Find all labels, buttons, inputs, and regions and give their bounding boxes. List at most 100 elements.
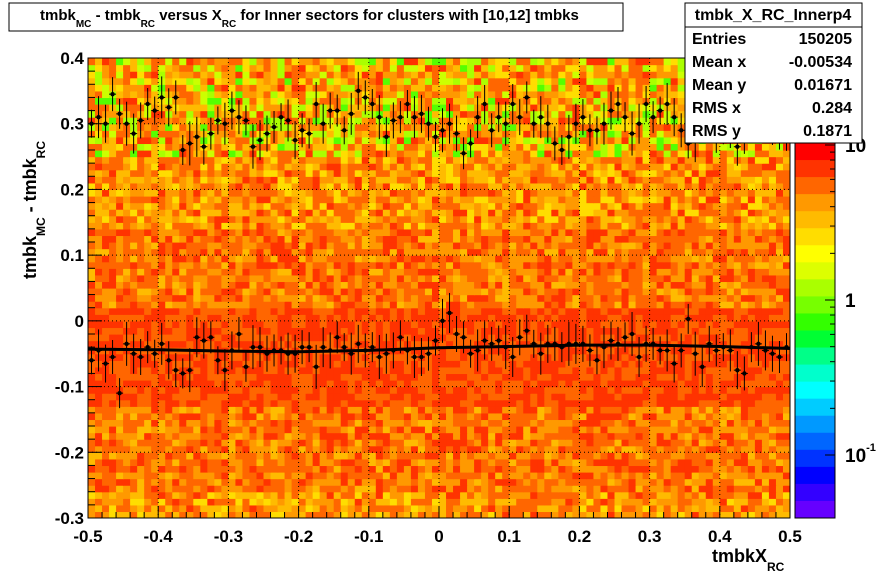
heatmap-cell [712, 445, 721, 453]
heatmap-cell [221, 202, 229, 210]
heatmap-cell [586, 386, 595, 394]
heatmap-cell [495, 320, 503, 329]
heatmap-cell [754, 373, 763, 381]
heatmap-cell [649, 242, 658, 250]
heatmap-cell [312, 340, 321, 348]
heatmap-cell [628, 426, 637, 434]
heatmap-cell [453, 478, 461, 486]
heatmap-cell [207, 196, 215, 204]
heatmap-cell [291, 268, 300, 276]
heatmap-cell [270, 189, 279, 197]
heatmap-cell [719, 209, 728, 217]
heatmap-cell [326, 255, 335, 263]
heatmap-cell [705, 215, 714, 223]
heatmap-cell [453, 465, 461, 473]
heatmap-cell [396, 491, 405, 499]
heatmap-cell [270, 314, 279, 322]
heatmap-cell [656, 301, 665, 309]
heatmap-cell [698, 478, 707, 486]
heatmap-cell [179, 334, 187, 342]
heatmap-cell [207, 366, 215, 375]
heatmap-cell [502, 307, 510, 315]
heatmap-cell [705, 294, 714, 302]
heatmap-cell [488, 196, 496, 204]
heatmap-cell [333, 478, 342, 486]
heatmap-cell [628, 439, 637, 447]
heatmap-cell [333, 373, 342, 381]
heatmap-cell [130, 189, 138, 197]
heatmap-cell [747, 360, 756, 368]
heatmap-cell [782, 439, 790, 447]
heatmap-cell [277, 419, 286, 427]
heatmap-cell [256, 235, 265, 243]
heatmap-cell [740, 202, 749, 210]
heatmap-cell [586, 426, 595, 434]
heatmap-cell [614, 281, 623, 289]
heatmap-cell [137, 406, 145, 414]
heatmap-cell [130, 465, 138, 473]
heatmap-cell [712, 373, 721, 381]
heatmap-cell [165, 472, 173, 480]
heatmap-cell [228, 301, 237, 309]
heatmap-cell [123, 235, 131, 243]
heatmap-cell [200, 196, 208, 204]
heatmap-cell [565, 314, 573, 322]
heatmap-cell [635, 248, 644, 256]
heatmap-cell [312, 255, 321, 263]
heatmap-cell [705, 235, 714, 243]
heatmap-cell [319, 235, 328, 243]
heatmap-cell [130, 498, 138, 506]
heatmap-cell [284, 314, 293, 322]
heatmap-cell [481, 419, 489, 427]
heatmap-cell [600, 215, 609, 223]
heatmap-cell [368, 439, 377, 447]
heatmap-cell [474, 386, 482, 394]
heatmap-cell [235, 406, 244, 414]
heatmap-cell [761, 478, 770, 486]
heatmap-cell [523, 209, 531, 217]
heatmap-cell [768, 215, 777, 223]
heatmap-cell [684, 445, 693, 453]
heatmap-cell [95, 452, 103, 460]
heatmap-cell [593, 406, 602, 414]
heatmap-cell [298, 504, 307, 513]
heatmap-cell [347, 314, 356, 322]
heatmap-cell [775, 445, 784, 453]
heatmap-cell [747, 294, 756, 302]
heatmap-cell [333, 314, 342, 322]
heatmap-cell [600, 248, 609, 256]
heatmap-cell [431, 294, 440, 302]
heatmap-cell [544, 202, 552, 210]
heatmap-cell [116, 307, 124, 315]
heatmap-cell [151, 386, 159, 394]
heatmap-cell [495, 419, 503, 427]
heatmap-cell [326, 268, 335, 276]
heatmap-cell [242, 242, 251, 250]
heatmap-cell [354, 485, 363, 493]
heatmap-cell [88, 498, 96, 506]
heatmap-cell [116, 419, 124, 427]
heatmap-cell [228, 209, 237, 217]
heatmap-cell [649, 307, 658, 315]
heatmap-cell [123, 511, 131, 518]
heatmap-cell [565, 222, 573, 230]
heatmap-cell [389, 314, 398, 322]
heatmap-cell [677, 209, 686, 217]
heatmap-cell [333, 353, 342, 361]
heatmap-cell [656, 196, 665, 204]
heatmap-cell [256, 274, 265, 283]
heatmap-cell [361, 228, 370, 237]
heatmap-cell [712, 498, 721, 506]
heatmap-cell [263, 478, 272, 486]
heatmap-cell [502, 432, 510, 440]
heatmap-cell [614, 380, 623, 388]
heatmap-cell [761, 307, 770, 315]
heatmap-cell [453, 288, 461, 296]
heatmap-cell [417, 314, 426, 322]
heatmap-cell [516, 426, 524, 434]
heatmap-cell [375, 327, 384, 335]
heatmap-cell [270, 196, 279, 204]
heatmap-cell [298, 366, 307, 375]
heatmap-cell [733, 242, 742, 250]
heatmap-cell [263, 432, 272, 440]
